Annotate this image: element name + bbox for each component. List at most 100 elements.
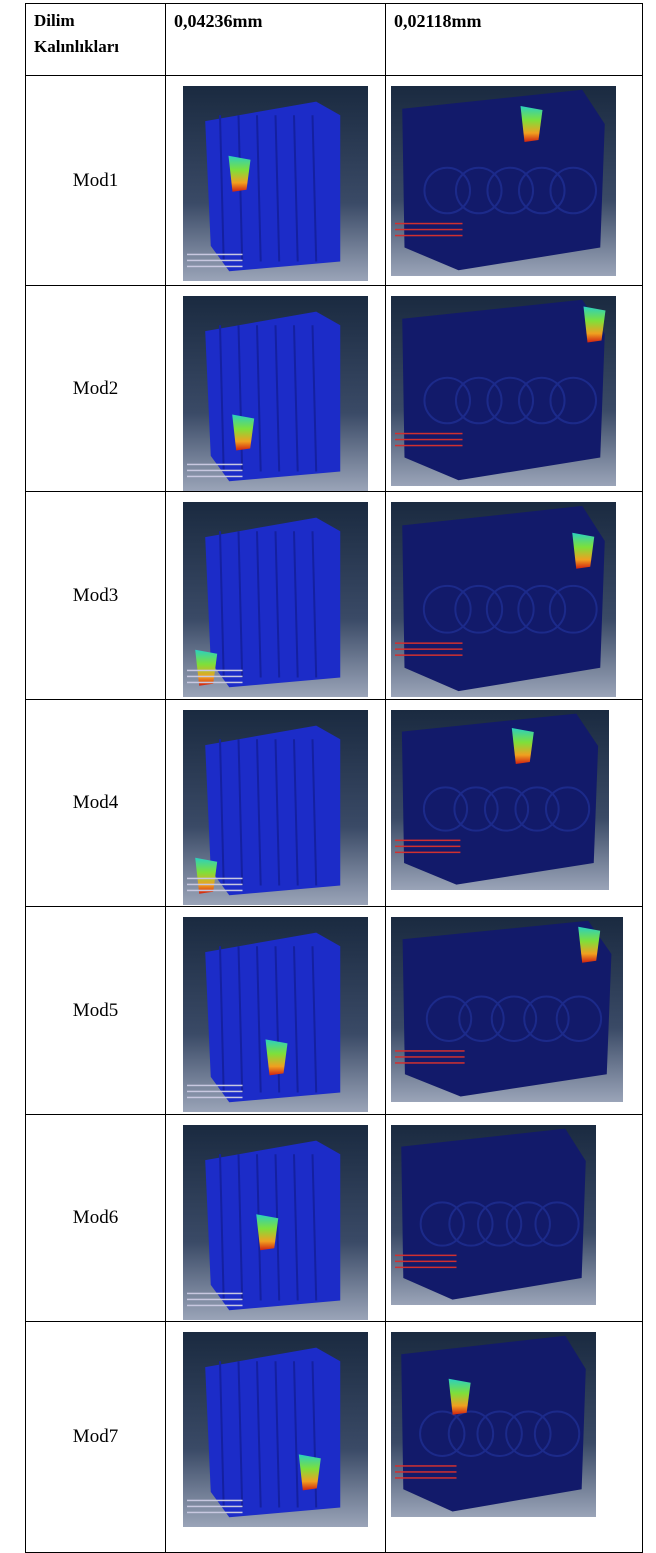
table-row: Mod5 xyxy=(26,907,643,1115)
simulation-image xyxy=(183,710,368,905)
table-row: Mod4 xyxy=(26,700,643,907)
mesh-body xyxy=(402,714,598,885)
image-cell xyxy=(166,1322,386,1553)
mesh-body xyxy=(402,300,605,481)
image-cell xyxy=(386,907,643,1115)
mode-label: Mod2 xyxy=(26,286,166,492)
image-cell xyxy=(386,76,643,286)
mode-label: Mod7 xyxy=(26,1322,166,1553)
simulation-image xyxy=(391,502,616,697)
caption-line xyxy=(187,1097,243,1099)
caption-line xyxy=(187,464,243,466)
mesh-body xyxy=(205,726,340,896)
caption-line xyxy=(395,1471,457,1473)
image-cell xyxy=(386,1115,643,1322)
caption-line xyxy=(395,846,460,848)
caption-line xyxy=(187,682,243,684)
image-cell xyxy=(386,492,643,700)
table-row: Mod3 xyxy=(26,492,643,700)
header-cell: 0,04236mm xyxy=(166,4,386,76)
caption-line xyxy=(395,433,463,435)
caption-line xyxy=(187,670,243,672)
mode-label: Mod6 xyxy=(26,1115,166,1322)
mesh-body xyxy=(403,921,612,1097)
caption-line xyxy=(187,266,243,268)
mesh-body xyxy=(205,933,340,1103)
image-cell xyxy=(166,907,386,1115)
mesh-body xyxy=(205,312,340,482)
mesh-body xyxy=(401,1129,586,1300)
header-cell: 0,02118mm xyxy=(386,4,643,76)
caption-line xyxy=(395,1255,457,1257)
caption-line xyxy=(187,1091,243,1093)
simulation-image xyxy=(183,1332,368,1527)
simulation-image xyxy=(391,917,623,1102)
table-row: Mod6 xyxy=(26,1115,643,1322)
caption-line xyxy=(187,1293,243,1295)
caption-line xyxy=(395,1050,465,1052)
simulation-image xyxy=(391,1125,596,1305)
table-body: Mod1Mod2Mod3Mod4Mod5Mod6Mod7 xyxy=(26,76,643,1553)
mesh-body xyxy=(402,90,605,270)
simulation-image xyxy=(183,917,368,1112)
mode-label: Mod4 xyxy=(26,700,166,907)
page: Dilim Kalınlıkları 0,04236mm 0,02118mm M… xyxy=(0,0,656,1551)
simulation-image xyxy=(391,296,616,486)
table-row: Mod2 xyxy=(26,286,643,492)
header-row: Dilim Kalınlıkları 0,04236mm 0,02118mm xyxy=(26,4,643,76)
caption-line xyxy=(187,1299,243,1301)
caption-line xyxy=(395,229,463,231)
caption-line xyxy=(187,676,243,678)
caption-line xyxy=(395,439,463,441)
caption-line xyxy=(187,1506,243,1508)
caption-line xyxy=(395,840,460,842)
mesh-body xyxy=(205,102,340,272)
image-cell xyxy=(166,286,386,492)
table-row: Mod1 xyxy=(26,76,643,286)
caption-line xyxy=(187,254,243,256)
header-cell: Dilim Kalınlıkları xyxy=(26,4,166,76)
caption-line xyxy=(187,470,243,472)
caption-line xyxy=(395,1477,457,1479)
image-cell xyxy=(386,1322,643,1553)
caption-line xyxy=(187,890,243,892)
table-row: Mod7 xyxy=(26,1322,643,1553)
image-cell xyxy=(166,492,386,700)
image-cell xyxy=(166,700,386,907)
simulation-image xyxy=(391,86,616,276)
caption-line xyxy=(395,852,460,854)
mesh-body xyxy=(205,518,340,688)
caption-line xyxy=(395,1056,465,1058)
caption-line xyxy=(395,1062,465,1064)
caption-line xyxy=(395,654,463,656)
caption-line xyxy=(187,884,243,886)
mode-label: Mod3 xyxy=(26,492,166,700)
caption-line xyxy=(187,1085,243,1087)
simulation-image xyxy=(183,502,368,697)
caption-line xyxy=(395,642,463,644)
simulation-image xyxy=(183,86,368,281)
caption-line xyxy=(395,1267,457,1269)
caption-line xyxy=(395,648,463,650)
caption-line xyxy=(187,878,243,880)
caption-line xyxy=(187,1305,243,1307)
caption-line xyxy=(187,476,243,478)
caption-line xyxy=(187,1500,243,1502)
mode-label: Mod1 xyxy=(26,76,166,286)
mesh-body xyxy=(205,1348,340,1518)
caption-line xyxy=(187,260,243,262)
image-cell xyxy=(386,700,643,907)
mesh-body xyxy=(401,1336,586,1512)
image-cell xyxy=(166,1115,386,1322)
image-cell xyxy=(386,286,643,492)
caption-line xyxy=(395,223,463,225)
image-cell xyxy=(166,76,386,286)
mode-label: Mod5 xyxy=(26,907,166,1115)
simulation-image xyxy=(391,710,609,890)
caption-line xyxy=(187,1512,243,1514)
caption-line xyxy=(395,1465,457,1467)
header-text: Dilim Kalınlıkları xyxy=(34,8,134,60)
caption-line xyxy=(395,445,463,447)
simulation-image xyxy=(183,1125,368,1320)
simulation-image xyxy=(183,296,368,491)
